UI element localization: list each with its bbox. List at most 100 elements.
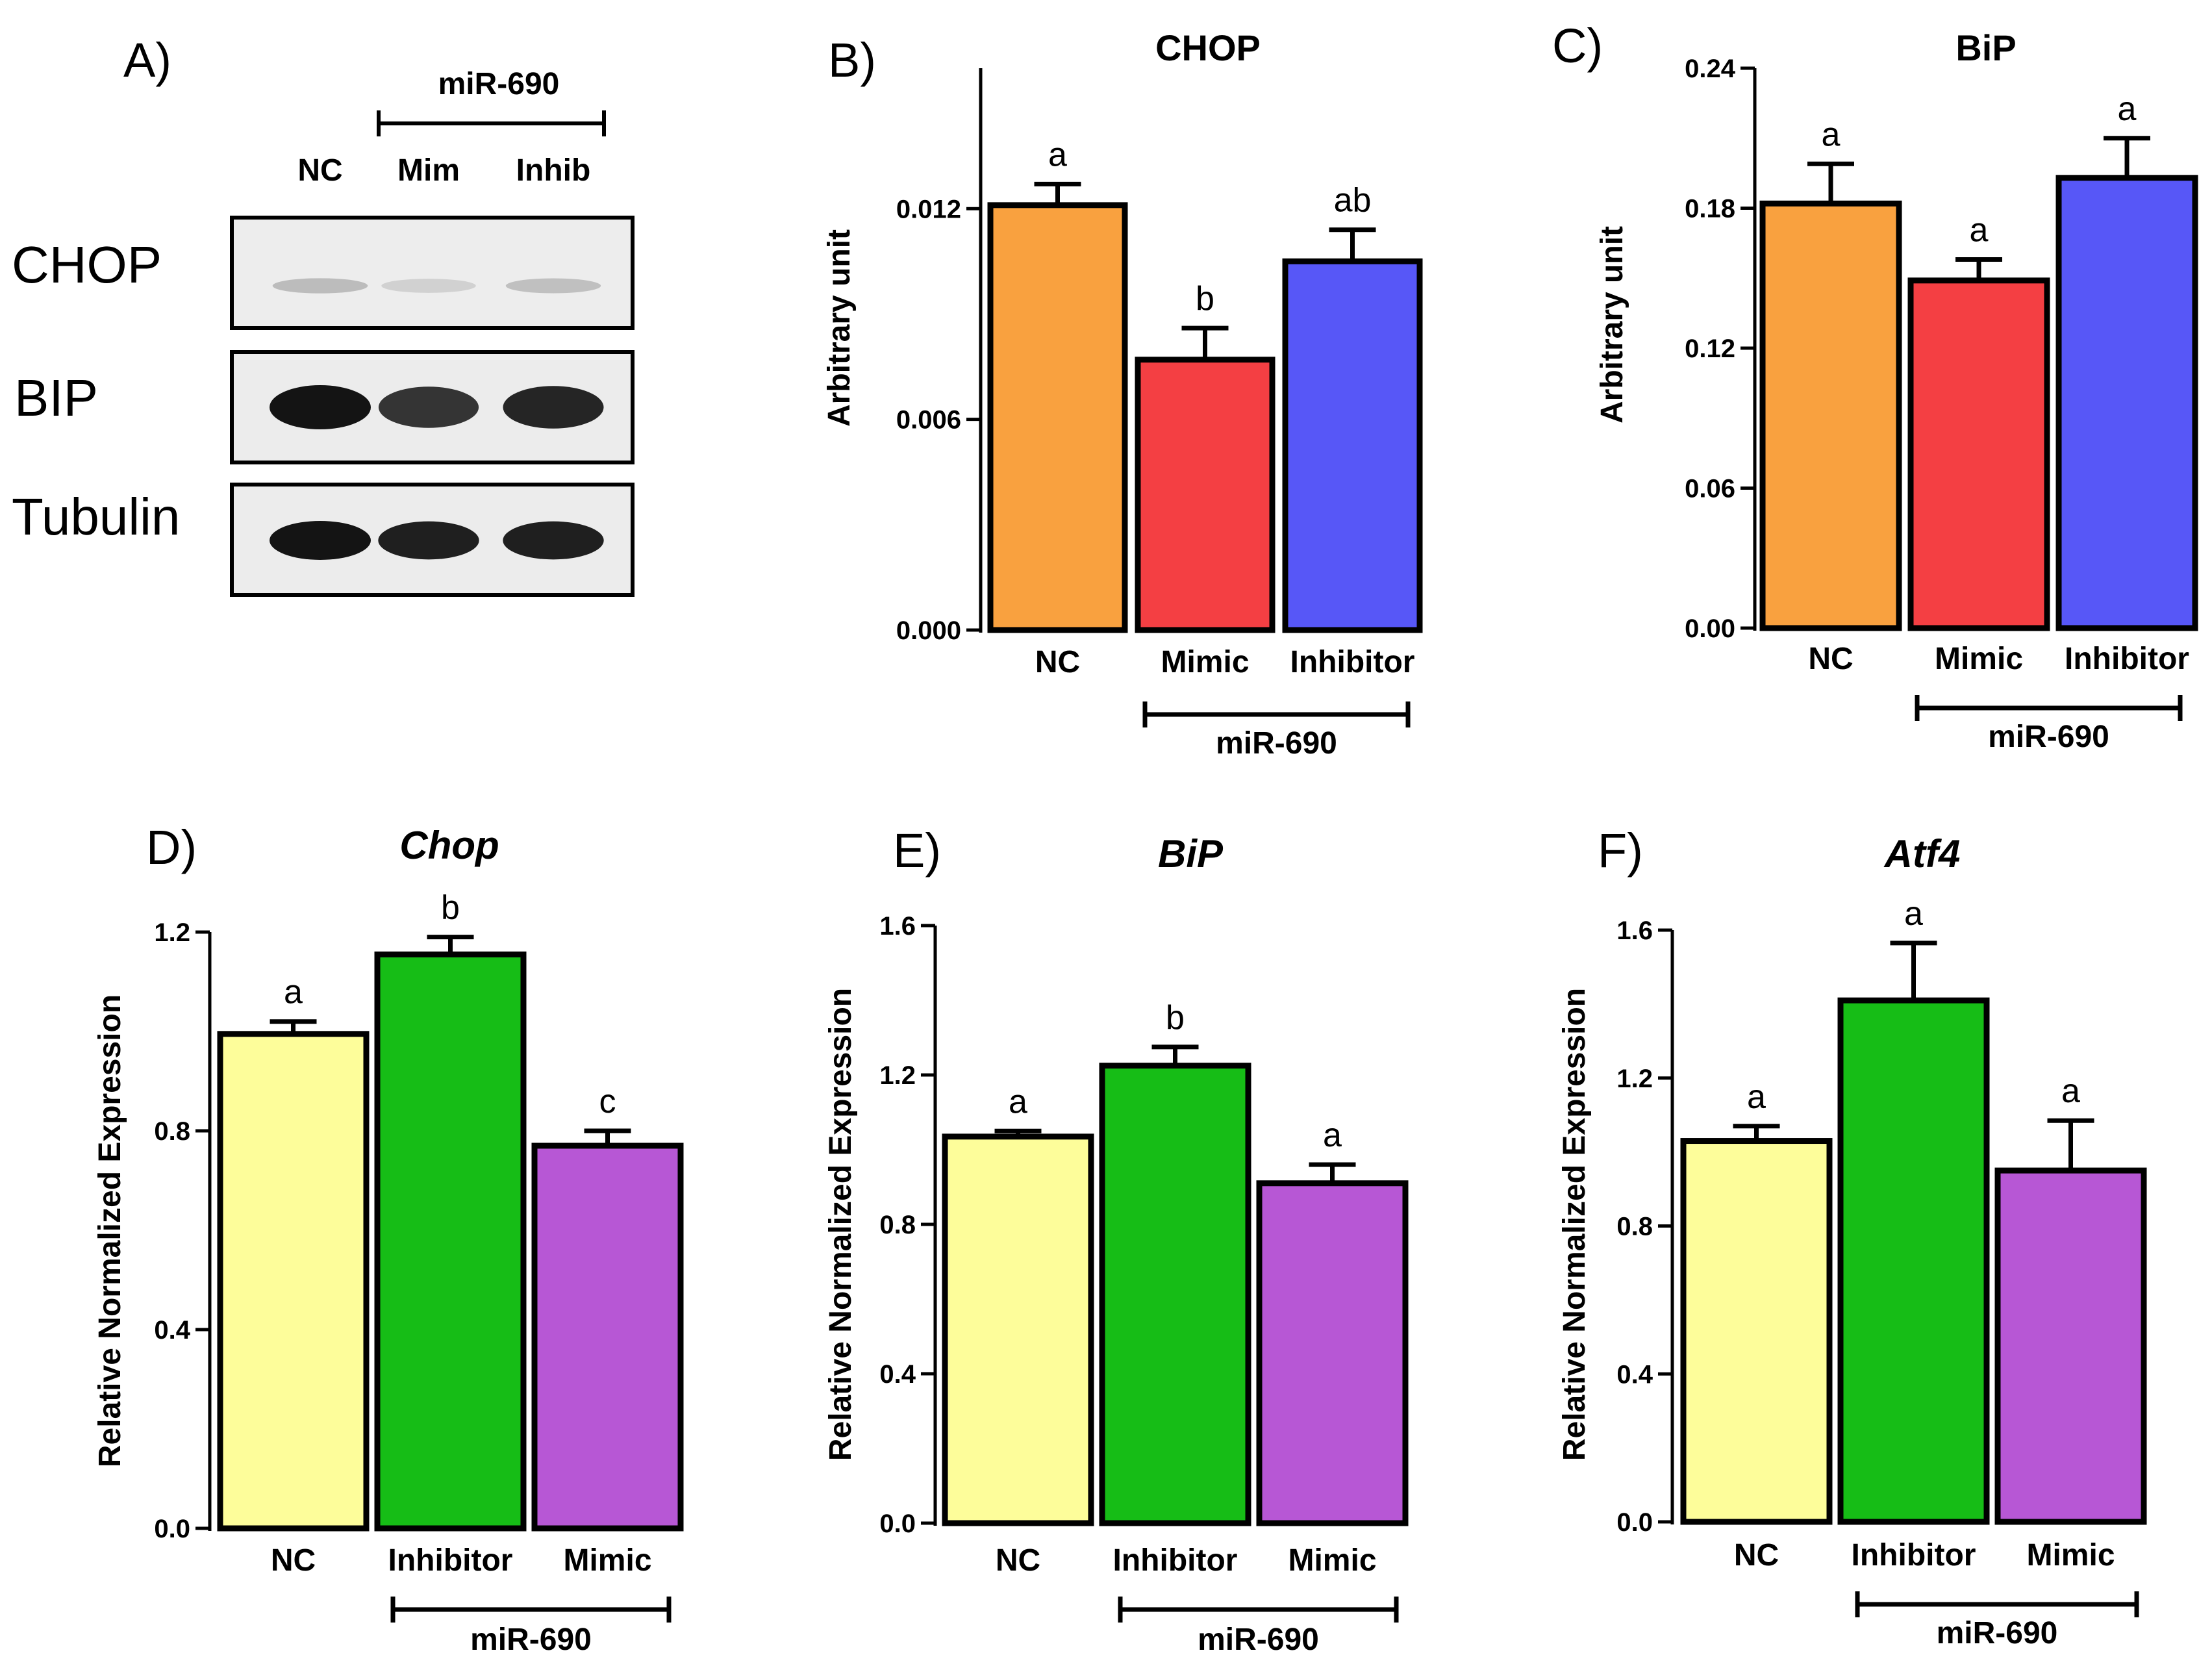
chart-d-chop-mrna: Chop Relative Normalized Expression a NC b In… xyxy=(93,824,684,1655)
blot-row-label-chop: CHOP xyxy=(12,236,162,294)
chart-e-y-tick-label-4: 1.6 xyxy=(879,912,916,941)
blot-band-tubulin-lane-2 xyxy=(378,521,479,560)
chart-e-category-label-0: NC xyxy=(996,1543,1040,1578)
chart-c-y-tick-label-4: 0.24 xyxy=(1685,55,1736,83)
chart-e-category-label-2: Mimic xyxy=(1288,1543,1376,1578)
chart-c-bar-1 xyxy=(1907,277,2050,631)
chart-c-group-label: miR-690 xyxy=(1988,720,2109,754)
chart-f-y-tick-label-2: 0.8 xyxy=(1616,1213,1653,1241)
chart-b-chop-protein: CHOP Arbitrary unit a NC b Mimic ab Inhibitor 0.… xyxy=(822,27,1423,761)
chart-e-y-tick-label-1: 0.4 xyxy=(879,1360,916,1389)
chart-c-category-label-0: NC xyxy=(1808,642,1853,676)
chart-d-bar-0 xyxy=(217,1031,370,1532)
panel-label-a: A) xyxy=(123,33,171,87)
chart-b-sig-letter-2: ab xyxy=(1334,182,1372,220)
chart-d-category-label-2: Mimic xyxy=(563,1543,651,1578)
chart-c-category-label-1: Mimic xyxy=(1935,642,2023,676)
chart-d-group-label: miR-690 xyxy=(470,1623,592,1655)
chart-d-sig-letter-1: b xyxy=(441,889,460,927)
chart-c-bar-2 xyxy=(2055,175,2198,631)
chart-f-bar-0 xyxy=(1680,1138,1833,1525)
chart-d-sig-letter-0: a xyxy=(284,974,303,1011)
chart-d-bar-2 xyxy=(531,1143,684,1532)
chart-b-y-tick-label-1: 0.006 xyxy=(896,406,961,435)
chart-d-y-tick-label-0: 0.0 xyxy=(154,1515,190,1543)
chart-c-y-tick-label-3: 0.18 xyxy=(1685,195,1735,223)
chart-b-y-tick-label-2: 0.012 xyxy=(896,195,961,223)
chart-f-y-tick-label-1: 0.4 xyxy=(1616,1360,1653,1389)
chart-e-bip-mrna: BiP Relative Normalized Expression a NC b Inh… xyxy=(823,832,1409,1655)
chart-e-sig-letter-2: a xyxy=(1323,1117,1342,1154)
chart-e-sig-letter-1: b xyxy=(1166,999,1185,1037)
chart-e-y-tick-label-2: 0.8 xyxy=(879,1211,916,1239)
chart-b-bar-2 xyxy=(1282,258,1423,633)
blot-band-tubulin-lane-3 xyxy=(503,521,604,560)
chart-b-category-label-2: Inhibitor xyxy=(1290,645,1415,679)
chart-e-group-label: miR-690 xyxy=(1198,1623,1319,1655)
blot-band-bip-lane-1 xyxy=(270,385,371,429)
blot-band-chop-lane-1 xyxy=(272,278,368,294)
chart-f-bar-1 xyxy=(1837,997,1990,1525)
chart-b-category-label-0: NC xyxy=(1035,645,1080,679)
panel-label-b: B) xyxy=(828,33,876,87)
chart-c-title: BiP xyxy=(1955,27,2016,68)
chart-e-sig-letter-0: a xyxy=(1009,1083,1027,1120)
chart-e-bar-2 xyxy=(1256,1180,1409,1526)
panel-label-c: C) xyxy=(1552,19,1603,73)
chart-c-bar-0 xyxy=(1759,200,1902,631)
chart-b-title: CHOP xyxy=(1155,27,1261,68)
chart-d-title: Chop xyxy=(399,824,499,867)
chart-f-category-label-2: Mimic xyxy=(2026,1538,2115,1573)
chart-b-category-label-1: Mimic xyxy=(1161,645,1249,679)
chart-c-y-tick-label-2: 0.12 xyxy=(1685,335,1735,363)
chart-f-group-label: miR-690 xyxy=(1937,1616,2058,1650)
chart-b-sig-letter-0: a xyxy=(1048,136,1067,173)
chart-c-sig-letter-0: a xyxy=(1822,116,1841,153)
blot-lane-mim: Mim xyxy=(397,153,460,188)
chart-f-y-axis-label: Relative Normalized Expression xyxy=(1557,988,1592,1461)
blot-band-chop-lane-3 xyxy=(505,278,601,294)
chart-b-bar-0 xyxy=(987,202,1128,633)
chart-d-category-label-0: NC xyxy=(271,1543,316,1578)
chart-e-y-axis-label: Relative Normalized Expression xyxy=(823,988,858,1461)
chart-f-sig-letter-1: a xyxy=(1904,895,1923,933)
blot-band-bip-lane-2 xyxy=(378,386,479,428)
chart-e-y-tick-label-0: 0.0 xyxy=(879,1510,916,1538)
blot-lane-nc: NC xyxy=(297,153,342,188)
blot-membrane-chop xyxy=(230,216,635,330)
chart-f-y-tick-label-4: 1.6 xyxy=(1616,916,1653,945)
chart-f-atf4-mrna: Atf4 Relative Normalized Expression a NC a In… xyxy=(1557,832,2147,1650)
chart-f-sig-letter-2: a xyxy=(2061,1072,2080,1110)
chart-b-y-tick-label-0: 0.000 xyxy=(896,616,961,645)
chart-c-sig-letter-1: a xyxy=(1970,212,1989,249)
blot-band-bip-lane-3 xyxy=(503,386,604,429)
chart-d-category-label-1: Inhibitor xyxy=(388,1543,513,1578)
chart-e-bar-1 xyxy=(1099,1063,1251,1526)
chart-d-y-tick-label-2: 0.8 xyxy=(154,1117,190,1146)
chart-c-y-axis-label: Arbitrary unit xyxy=(1595,226,1629,423)
chart-c-category-label-2: Inhibitor xyxy=(2065,642,2189,676)
chart-f-title: Atf4 xyxy=(1883,832,1961,876)
chart-f-y-tick-label-0: 0.0 xyxy=(1616,1508,1653,1537)
chart-f-category-label-1: Inhibitor xyxy=(1852,1538,1976,1573)
blot-group-label: miR-690 xyxy=(438,67,560,101)
chart-b-sig-letter-1: b xyxy=(1196,280,1214,318)
chart-e-category-label-1: Inhibitor xyxy=(1113,1543,1238,1578)
chart-d-y-axis-label: Relative Normalized Expression xyxy=(93,994,127,1467)
chart-c-y-tick-label-0: 0.00 xyxy=(1685,614,1735,643)
chart-b-group-label: miR-690 xyxy=(1216,726,1337,761)
chart-c-sig-letter-2: a xyxy=(2118,90,2137,128)
blot-bands xyxy=(270,278,604,560)
chart-e-title: BiP xyxy=(1158,832,1224,876)
blot-row-label-tubulin: Tubulin xyxy=(12,488,180,546)
chart-f-category-label-0: NC xyxy=(1734,1538,1779,1573)
chart-b-bar-1 xyxy=(1135,357,1276,633)
panel-label-d: D) xyxy=(146,820,197,874)
chart-f-y-tick-label-3: 1.2 xyxy=(1616,1065,1653,1093)
blot-row-label-bip: BIP xyxy=(14,369,98,427)
blot-band-chop-lane-2 xyxy=(381,279,476,293)
blot-band-tubulin-lane-1 xyxy=(270,521,371,560)
chart-d-y-tick-label-3: 1.2 xyxy=(154,918,190,947)
chart-c-y-tick-label-1: 0.06 xyxy=(1685,475,1735,503)
